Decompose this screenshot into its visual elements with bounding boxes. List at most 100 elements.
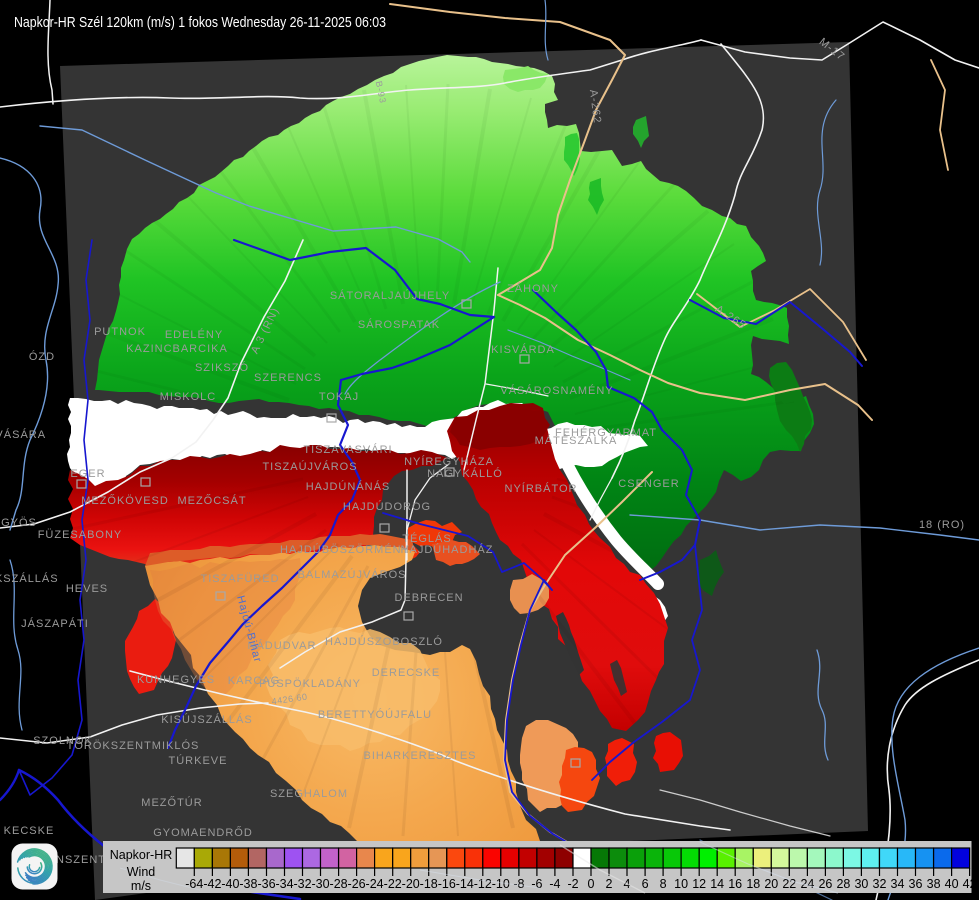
svg-text:26: 26 xyxy=(818,877,832,891)
svg-text:ZÁHONY: ZÁHONY xyxy=(507,282,559,295)
svg-text:-2: -2 xyxy=(567,877,578,891)
svg-text:GYOMAENDRŐD: GYOMAENDRŐD xyxy=(153,825,253,839)
svg-text:-22: -22 xyxy=(384,877,402,891)
svg-text:-34: -34 xyxy=(275,877,293,891)
svg-text:-18: -18 xyxy=(420,877,438,891)
svg-text:HAJDÚDOROG: HAJDÚDOROG xyxy=(343,500,431,513)
svg-text:CSENGER: CSENGER xyxy=(618,478,679,490)
svg-text:-26: -26 xyxy=(348,877,366,891)
svg-text:20: 20 xyxy=(764,877,778,891)
svg-text:DERECSKE: DERECSKE xyxy=(372,667,441,679)
svg-text:0: 0 xyxy=(588,877,595,891)
svg-text:34: 34 xyxy=(891,877,905,891)
svg-text:16: 16 xyxy=(728,877,742,891)
svg-text:-40: -40 xyxy=(221,877,239,891)
svg-text:DEBRECEN: DEBRECEN xyxy=(394,592,463,604)
svg-text:28: 28 xyxy=(836,877,850,891)
svg-text:KUNHEGYES: KUNHEGYES xyxy=(137,674,215,686)
svg-text:30: 30 xyxy=(854,877,868,891)
svg-text:HAJDÚNÁNÁS: HAJDÚNÁNÁS xyxy=(306,480,391,493)
svg-text:14: 14 xyxy=(710,877,724,891)
svg-text:EGER: EGER xyxy=(70,468,105,480)
svg-text:-20: -20 xyxy=(402,877,420,891)
svg-text:NSZENTM: NSZENTM xyxy=(56,854,116,866)
svg-text:24: 24 xyxy=(800,877,814,891)
svg-text:32: 32 xyxy=(873,877,887,891)
svg-text:-10: -10 xyxy=(492,877,510,891)
svg-text:NÁDUDVAR: NÁDUDVAR xyxy=(248,639,317,652)
svg-text:SZERENCS: SZERENCS xyxy=(254,372,322,384)
svg-text:SÁTORALJAÚJHELY: SÁTORALJAÚJHELY xyxy=(330,289,450,302)
svg-text:-14: -14 xyxy=(456,877,474,891)
svg-text:MEZŐCSÁT: MEZŐCSÁT xyxy=(177,493,246,507)
svg-text:KISÚJSZÁLLÁS: KISÚJSZÁLLÁS xyxy=(161,713,252,726)
svg-text:BERETTYÓÚJFALU: BERETTYÓÚJFALU xyxy=(318,708,432,721)
svg-text:PUTNOK: PUTNOK xyxy=(94,326,146,338)
svg-text:PÜSPÖKLADÁNY: PÜSPÖKLADÁNY xyxy=(259,677,361,690)
svg-text:HAJDÚHADHÁZ: HAJDÚHADHÁZ xyxy=(401,543,494,556)
svg-text:KAZINCBARCIKA: KAZINCBARCIKA xyxy=(126,343,228,355)
svg-text:6: 6 xyxy=(642,877,649,891)
svg-text:A-262: A-262 xyxy=(587,89,603,125)
svg-text:PETERVÁSÁRA: PETERVÁSÁRA xyxy=(0,428,46,441)
svg-text:MÁTÉSZALKA: MÁTÉSZALKA xyxy=(535,434,618,447)
svg-text:KISVÁRDA: KISVÁRDA xyxy=(491,343,555,356)
svg-text:KECSKE: KECSKE xyxy=(4,825,55,837)
svg-text:TÉGLÁS: TÉGLÁS xyxy=(402,532,451,545)
svg-text:42: 42 xyxy=(963,877,977,891)
svg-text:SZOLNOK: SZOLNOK xyxy=(33,735,93,747)
svg-text:Napkor-HR: Napkor-HR xyxy=(110,848,173,862)
svg-text:38: 38 xyxy=(927,877,941,891)
svg-text:HEVES: HEVES xyxy=(66,583,108,595)
svg-text:NYÍRBÁTOR: NYÍRBÁTOR xyxy=(505,482,578,495)
svg-text:-42: -42 xyxy=(203,877,221,891)
svg-text:SZEGHALOM: SZEGHALOM xyxy=(270,788,348,800)
svg-text:TÚRKEVE: TÚRKEVE xyxy=(169,754,228,767)
svg-text:MISKOLC: MISKOLC xyxy=(160,391,217,403)
svg-text:GYÖS: GYÖS xyxy=(1,517,37,529)
svg-text:-12: -12 xyxy=(474,877,492,891)
svg-text:Napkor-HR Szél 120km (m/s) 1 f: Napkor-HR Szél 120km (m/s) 1 fokos Wedne… xyxy=(14,15,386,31)
svg-text:EDELÉNY: EDELÉNY xyxy=(165,328,223,341)
svg-text:4426 60: 4426 60 xyxy=(271,692,308,707)
svg-text:18: 18 xyxy=(746,877,760,891)
svg-text:VÁSÁROSNAMÉNY: VÁSÁROSNAMÉNY xyxy=(500,384,613,397)
svg-text:8: 8 xyxy=(660,877,667,891)
svg-text:HAJDÚBÖSZÖRMÉNY: HAJDÚBÖSZÖRMÉNY xyxy=(280,543,410,556)
svg-text:-16: -16 xyxy=(438,877,456,891)
svg-text:-38: -38 xyxy=(239,877,257,891)
svg-text:SÁROSPATAK: SÁROSPATAK xyxy=(358,318,440,331)
svg-text:m/s: m/s xyxy=(131,879,151,893)
svg-text:BIHARKERESZTES: BIHARKERESZTES xyxy=(363,750,476,762)
svg-text:2: 2 xyxy=(606,877,613,891)
svg-text:Wind: Wind xyxy=(127,865,156,879)
svg-text:-32: -32 xyxy=(293,877,311,891)
svg-text:NAGYKÁLLÓ: NAGYKÁLLÓ xyxy=(427,467,503,480)
svg-text:ÓZD: ÓZD xyxy=(29,350,55,363)
svg-text:40: 40 xyxy=(945,877,959,891)
svg-text:MEZŐKÖVESD: MEZŐKÖVESD xyxy=(81,493,169,507)
svg-text:TISZAFÜRED: TISZAFÜRED xyxy=(200,573,279,585)
svg-text:NYÍREGYHÁZA: NYÍREGYHÁZA xyxy=(404,455,494,468)
svg-text:-64: -64 xyxy=(185,877,203,891)
svg-text:SZIKSZÓ: SZIKSZÓ xyxy=(195,361,249,374)
svg-text:10: 10 xyxy=(674,877,688,891)
svg-text:TÖRÖKSZENTMIKLÓS: TÖRÖKSZENTMIKLÓS xyxy=(67,739,200,752)
svg-text:TISZAÚJVÁROS: TISZAÚJVÁROS xyxy=(262,460,357,473)
svg-text:18 (RO): 18 (RO) xyxy=(919,519,965,531)
svg-text:TOKAJ: TOKAJ xyxy=(319,391,359,403)
svg-text:KARCAG: KARCAG xyxy=(228,675,280,687)
svg-text:BALMAZÚJVÁROS: BALMAZÚJVÁROS xyxy=(298,568,407,581)
svg-text:JÁSZAPÁTI: JÁSZAPÁTI xyxy=(21,617,89,630)
svg-text:-4: -4 xyxy=(549,877,560,891)
svg-text:TISZAVASVÁRI: TISZAVASVÁRI xyxy=(303,443,392,456)
svg-text:FEHÉRGYARMAT: FEHÉRGYARMAT xyxy=(555,426,657,439)
svg-text:B-93: B-93 xyxy=(374,80,389,105)
svg-text:-8: -8 xyxy=(513,877,524,891)
svg-text:-24: -24 xyxy=(366,877,384,891)
svg-text:-6: -6 xyxy=(531,877,542,891)
svg-text:12: 12 xyxy=(692,877,706,891)
svg-text:36: 36 xyxy=(909,877,923,891)
svg-text:FÜZESABONY: FÜZESABONY xyxy=(38,529,123,541)
svg-text:-36: -36 xyxy=(257,877,275,891)
